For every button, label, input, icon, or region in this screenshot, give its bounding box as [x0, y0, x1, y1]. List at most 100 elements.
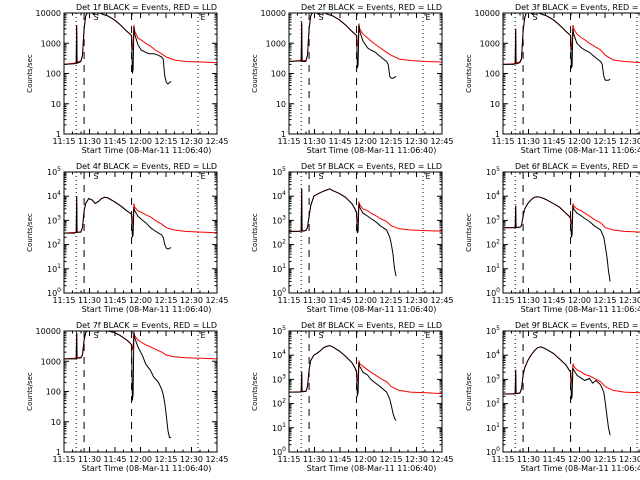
chart-panel-9: SE10010110210310410511:1511:3011:4512:00… [465, 321, 640, 473]
chart-panel-4: S E 100 101 102 103 104 105 11:15 11:30 11:45 12:00… [26, 162, 229, 314]
x-tick-label: 12:15 [593, 296, 616, 305]
marker-start: S [533, 13, 538, 22]
series-group [503, 196, 640, 282]
x-tick-label: 11:15 [52, 137, 75, 146]
y-axis-label: Counts/sec [26, 372, 34, 411]
y-tick-label: 1 [495, 130, 500, 139]
x-tick-label: 11:30 [78, 137, 101, 146]
y-tick-label: 102 [486, 398, 500, 409]
x-tick-label: 11:45 [542, 137, 565, 146]
x-tick-label: 12:30 [619, 455, 640, 464]
x-tick-label: 12:00 [129, 296, 152, 305]
y-tick-label: 105 [486, 166, 500, 177]
y-tick-label: 10 [490, 100, 500, 109]
x-tick-label: 12:45 [430, 455, 453, 464]
x-tick-label: 12:00 [129, 455, 152, 464]
y-tick-label: 105 [272, 166, 286, 177]
y-tick-label: 104 [272, 190, 286, 201]
x-axis-label: Start Time (08-Mar-11 11:06:40) [307, 464, 437, 473]
x-tick-label: 11:45 [103, 137, 126, 146]
y-tick-label: 101 [47, 263, 61, 274]
x-tick-label: 12:15 [379, 137, 402, 146]
series-group [503, 13, 640, 81]
lld-series-line [289, 345, 442, 395]
x-tick-label: 12:45 [205, 296, 228, 305]
y-axis-label: Counts/sec [251, 372, 259, 411]
lld-series-line [64, 13, 217, 65]
x-tick-label: 12:15 [379, 455, 402, 464]
marker-start: S [319, 172, 324, 181]
series-group [64, 13, 217, 85]
x-tick-label: 12:30 [405, 296, 428, 305]
x-tick-label: 12:45 [430, 296, 453, 305]
x-tick-label: 12:30 [405, 455, 428, 464]
y-tick-label: 1 [56, 448, 61, 457]
chart-title: Det 1f BLACK = Events, RED = LLD [76, 3, 217, 12]
chart-panel-3: SE11010010001000011:1511:3011:4512:0012:… [465, 3, 640, 155]
chart-title: Det 5f BLACK = Events, RED = LLD [301, 162, 442, 171]
x-tick-label: 11:30 [517, 455, 540, 464]
plot-frame [288, 12, 443, 135]
y-tick-label: 102 [47, 239, 61, 250]
x-axis-label: Start Time (08-Mar-11 11:06:40) [521, 305, 640, 314]
x-tick-label: 12:15 [154, 137, 177, 146]
marker-start: S [94, 172, 99, 181]
x-tick-label: 12:30 [619, 296, 640, 305]
marker-start: S [319, 331, 324, 340]
y-axis-label: Counts/sec [251, 213, 259, 252]
y-axis-label: Counts/sec [465, 213, 473, 252]
y-tick-label: 10 [51, 100, 61, 109]
chart-panel-6: SE10010110210310410511:1511:3011:4512:00… [465, 162, 640, 314]
x-tick-label: 12:15 [593, 455, 616, 464]
x-axis-label: Start Time (08-Mar-11 11:06:40) [307, 305, 437, 314]
series-group [64, 196, 217, 250]
y-tick-label: 105 [486, 325, 500, 336]
x-tick-label: 12:45 [430, 137, 453, 146]
chart-title: Det 9f BLACK = Events, RED = LLD [515, 321, 640, 330]
x-tick-label: 11:45 [542, 296, 565, 305]
x-tick-label: 11:45 [328, 296, 351, 305]
chart-title: Det 7f BLACK = Events, RED = LLD [76, 321, 217, 330]
chart-panel-8: S E 100 101 102 103 104 105 11:15 11:30 11:45 12:00… [251, 321, 454, 473]
x-tick-label: 12:30 [619, 137, 640, 146]
y-tick-label: 1000 [41, 39, 61, 48]
y-tick-label: 103 [272, 373, 286, 384]
events-series-line [289, 345, 397, 421]
x-tick-label: 12:00 [568, 296, 591, 305]
x-tick-label: 12:15 [154, 455, 177, 464]
x-axis-label: Start Time (08-Mar-11 11:06:40) [82, 146, 212, 155]
x-tick-label: 12:30 [180, 296, 203, 305]
x-tick-label: 12:45 [205, 137, 228, 146]
y-tick-label: 100 [272, 446, 286, 457]
y-tick-label: 102 [486, 239, 500, 250]
x-tick-label: 12:30 [405, 137, 428, 146]
x-tick-label: 11:30 [517, 137, 540, 146]
marker-start: S [319, 13, 324, 22]
x-tick-label: 11:15 [52, 296, 75, 305]
x-tick-label: 12:45 [205, 455, 228, 464]
y-tick-label: 103 [486, 214, 500, 225]
marker-start: S [533, 172, 538, 181]
y-axis-label: Counts/sec [26, 54, 34, 93]
lld-series-line [289, 188, 442, 232]
series-group [289, 345, 442, 421]
series-group [503, 346, 640, 436]
marker-start: S [94, 331, 99, 340]
x-tick-label: 11:15 [277, 455, 300, 464]
y-tick-label: 100 [46, 70, 61, 79]
marker-end: E [200, 331, 205, 340]
y-tick-label: 102 [272, 398, 286, 409]
plot-frame [63, 12, 218, 135]
x-tick-label: 11:15 [491, 137, 514, 146]
y-tick-label: 104 [486, 190, 500, 201]
y-tick-label: 10 [276, 100, 286, 109]
y-tick-label: 104 [272, 349, 286, 360]
x-tick-label: 11:15 [52, 455, 75, 464]
x-tick-label: 11:30 [303, 455, 326, 464]
y-tick-label: 1 [56, 130, 61, 139]
y-tick-label: 103 [272, 214, 286, 225]
x-tick-label: 11:15 [491, 455, 514, 464]
marker-end: E [425, 13, 430, 22]
